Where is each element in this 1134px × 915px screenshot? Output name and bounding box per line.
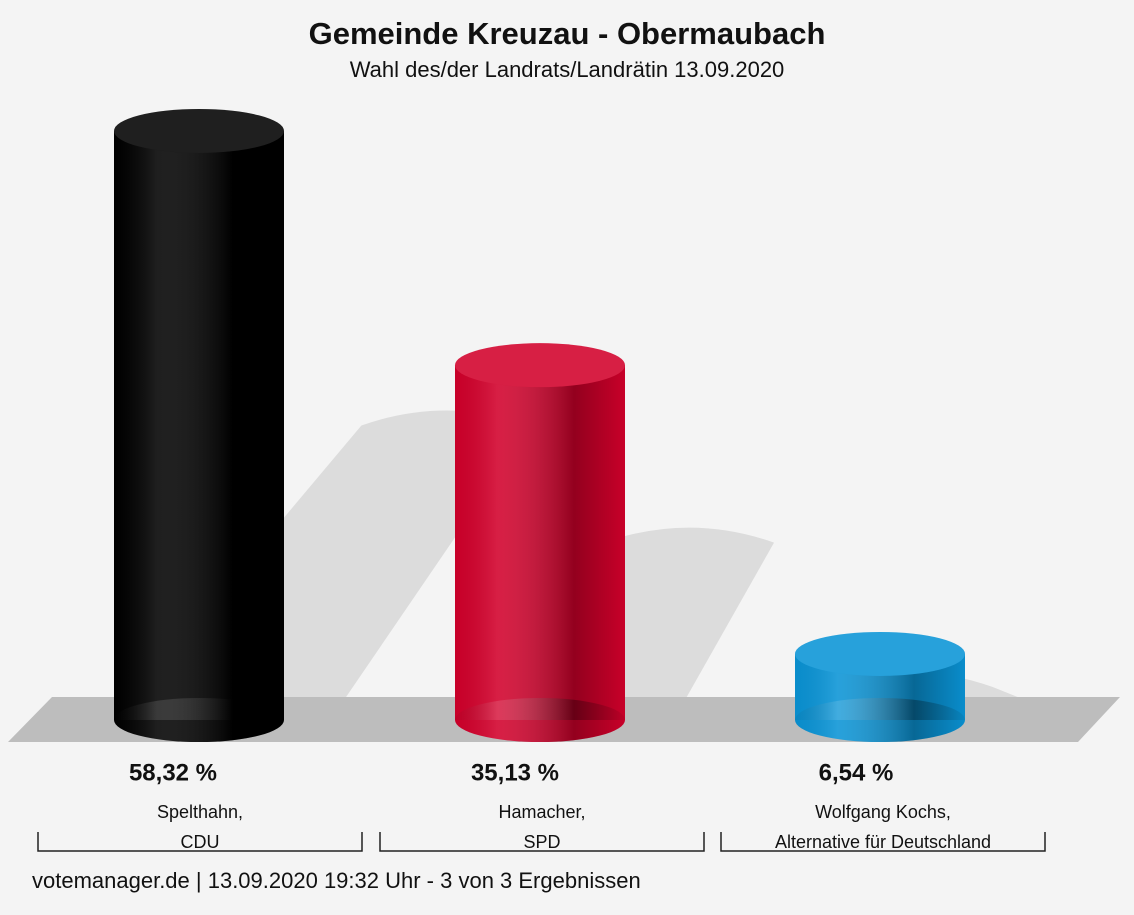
chart-title: Gemeinde Kreuzau - Obermaubach: [309, 16, 826, 51]
bar-top: [455, 343, 625, 388]
bar-top-light: [795, 631, 965, 676]
bar-top: [795, 631, 965, 676]
category-bracket: [720, 832, 1046, 852]
value-label: 35,13 %: [471, 759, 559, 786]
footer: votemanager.de | 13.09.2020 19:32 Uhr - …: [32, 868, 641, 893]
category-label: Wolfgang Kochs, Alternative für Deutschla…: [775, 802, 991, 852]
bar-top-light: [455, 343, 625, 388]
category-label: Hamacher, SPD: [498, 802, 585, 852]
bar-top: [114, 108, 284, 153]
bar-shade: [114, 130, 284, 720]
category-label: Spelthahn, CDU: [157, 802, 243, 852]
bar-top-light: [114, 108, 284, 153]
chart-subtitle: Wahl des/der Landrats/Landrätin 13.09.20…: [350, 57, 785, 82]
category-bracket: [379, 832, 705, 852]
category-bracket: [37, 832, 363, 852]
bars: [114, 108, 965, 742]
bar-shade: [455, 365, 625, 720]
value-label: 58,32 %: [129, 759, 217, 786]
value-label: 6,54 %: [819, 759, 894, 786]
